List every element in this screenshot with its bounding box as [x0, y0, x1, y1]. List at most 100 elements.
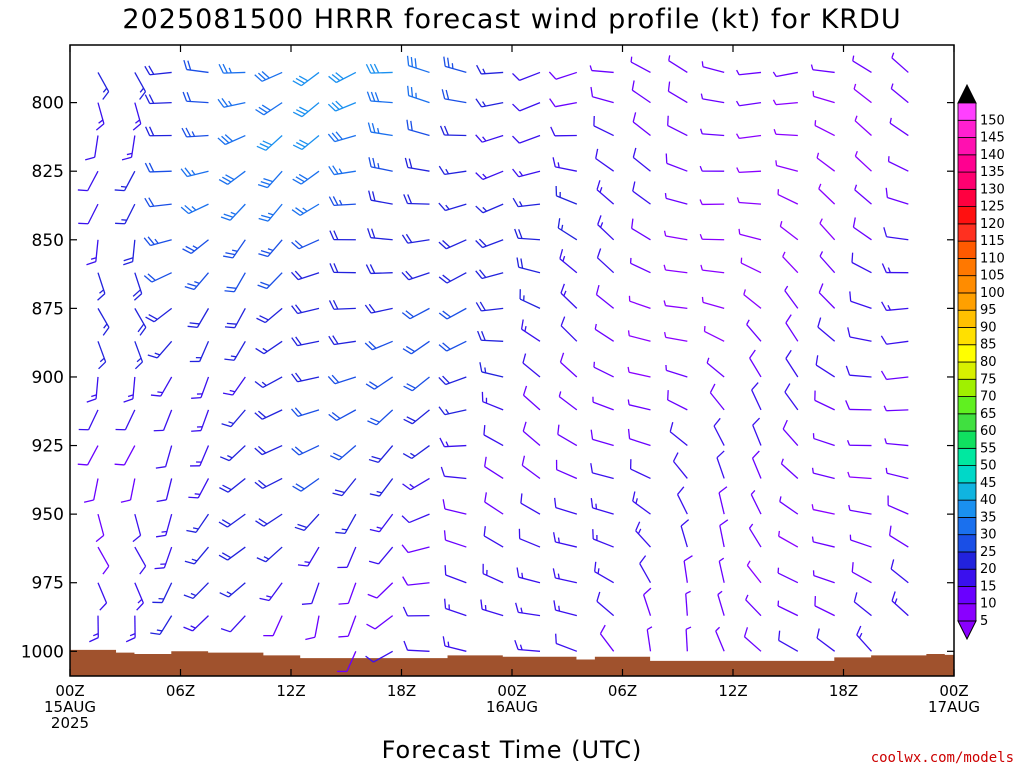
wind-barb-flag — [553, 497, 557, 508]
wind-barb-staff — [87, 170, 99, 191]
wind-barb — [480, 599, 504, 617]
wind-barb — [180, 203, 209, 215]
wind-barb-flag — [333, 452, 343, 458]
wind-barb — [89, 615, 99, 643]
wind-barb-staff — [668, 60, 688, 73]
wind-barb-half-flag — [685, 590, 691, 595]
wind-barb — [120, 478, 136, 503]
wind-barb-flag — [150, 632, 161, 635]
wind-barb-staff — [854, 189, 872, 205]
wind-barb-flag — [479, 269, 487, 278]
wind-barb — [403, 409, 430, 425]
wind-barb — [95, 513, 105, 543]
wind-barb-staff — [646, 629, 652, 652]
wind-barb-flag — [555, 633, 557, 644]
wind-barb — [134, 308, 147, 336]
wind-barb-flag — [515, 602, 519, 613]
wind-barb — [144, 197, 172, 208]
wind-barb — [77, 170, 99, 192]
wind-barb-half-flag — [196, 461, 202, 463]
wind-barb — [328, 409, 357, 421]
wind-barb-flag — [219, 487, 229, 493]
wind-barb-flag — [749, 349, 756, 359]
wind-barb-staff — [628, 404, 651, 411]
wind-barb-half-flag — [519, 644, 523, 651]
wind-barb-staff — [229, 615, 246, 633]
wind-barb-flag — [484, 492, 487, 503]
wind-barb-staff — [522, 430, 541, 447]
wind-barb — [512, 134, 541, 144]
wind-barb — [443, 56, 467, 74]
y-tick-label-975: 975 — [32, 574, 64, 594]
wind-barb — [599, 624, 615, 652]
wind-barb-half-flag — [338, 168, 343, 174]
wind-barb-flag — [224, 326, 235, 329]
wind-barb-half-flag — [518, 171, 524, 177]
wind-barb-flag — [149, 126, 155, 136]
wind-barb-flag — [291, 209, 301, 216]
wind-barb-flag — [891, 591, 896, 602]
wind-barb — [880, 335, 909, 345]
wind-barb-flag — [402, 576, 409, 586]
wind-barb-flag — [442, 240, 451, 248]
wind-barb-flag — [259, 143, 270, 149]
wind-barb-staff — [818, 188, 836, 205]
wind-barb-staff — [374, 615, 394, 630]
wind-barb — [484, 492, 504, 515]
colorbar-swatch-85 — [957, 327, 977, 346]
wind-barb-half-flag — [818, 183, 822, 190]
wind-barb — [851, 252, 872, 274]
wind-barb-staff — [667, 125, 688, 137]
wind-barb-half-flag — [706, 357, 710, 364]
wind-barb-flag — [677, 486, 685, 495]
wind-barb — [327, 100, 357, 112]
wind-barb-flag — [299, 106, 309, 113]
wind-barb-flag — [632, 181, 636, 192]
wind-barb-flag — [295, 483, 305, 490]
colorbar-label-80: 80 — [980, 355, 997, 370]
wind-barb — [751, 382, 762, 411]
wind-barb-staff — [777, 193, 799, 205]
wind-barb-staff — [817, 326, 836, 342]
wind-barb-flag — [403, 418, 413, 425]
wind-barb-flag — [401, 312, 411, 320]
wind-barb-staff — [849, 336, 872, 342]
wind-barb — [746, 560, 762, 584]
wind-barb-half-flag — [482, 206, 488, 212]
wind-barb — [132, 102, 142, 131]
wind-barb-flag — [368, 303, 376, 313]
colorbar-label-85: 85 — [980, 338, 997, 353]
wind-barb-flag — [226, 286, 237, 289]
wind-barb-half-flag — [663, 230, 667, 237]
wind-barb-half-flag — [93, 633, 99, 637]
wind-barb-flag — [83, 499, 94, 503]
wind-barb-flag — [148, 314, 158, 320]
colorbar-label-20: 20 — [980, 562, 997, 577]
wind-barb — [515, 602, 541, 617]
wind-barb — [590, 498, 614, 515]
wind-barb — [401, 270, 430, 281]
credit-link[interactable]: coolwx.com/models — [871, 750, 1014, 766]
wind-barb-half-flag — [592, 396, 594, 403]
wind-barb-flag — [184, 204, 193, 213]
wind-barb-half-flag — [154, 352, 161, 356]
wind-barb — [627, 366, 651, 378]
wind-barb-flag — [851, 252, 854, 263]
y-tick-label-1000: 1000 — [21, 642, 64, 662]
wind-barb — [851, 562, 872, 584]
wind-barb-flag — [259, 597, 270, 602]
wind-barb-flag — [482, 563, 484, 574]
wind-barb-flag — [301, 602, 312, 605]
wind-barb — [254, 409, 283, 420]
wind-barb-staff — [739, 101, 762, 107]
y-tick-label-950: 950 — [32, 505, 64, 525]
wind-barb — [218, 513, 246, 528]
wind-barb-flag — [256, 557, 267, 563]
wind-barb-flag — [371, 191, 376, 202]
wind-barb-half-flag — [854, 184, 858, 191]
colorbar-label-125: 125 — [980, 200, 1005, 215]
wind-barb-flag — [443, 125, 449, 136]
wind-barb — [592, 396, 614, 411]
wind-barb-flag — [484, 456, 487, 467]
wind-barb-half-flag — [599, 187, 603, 193]
